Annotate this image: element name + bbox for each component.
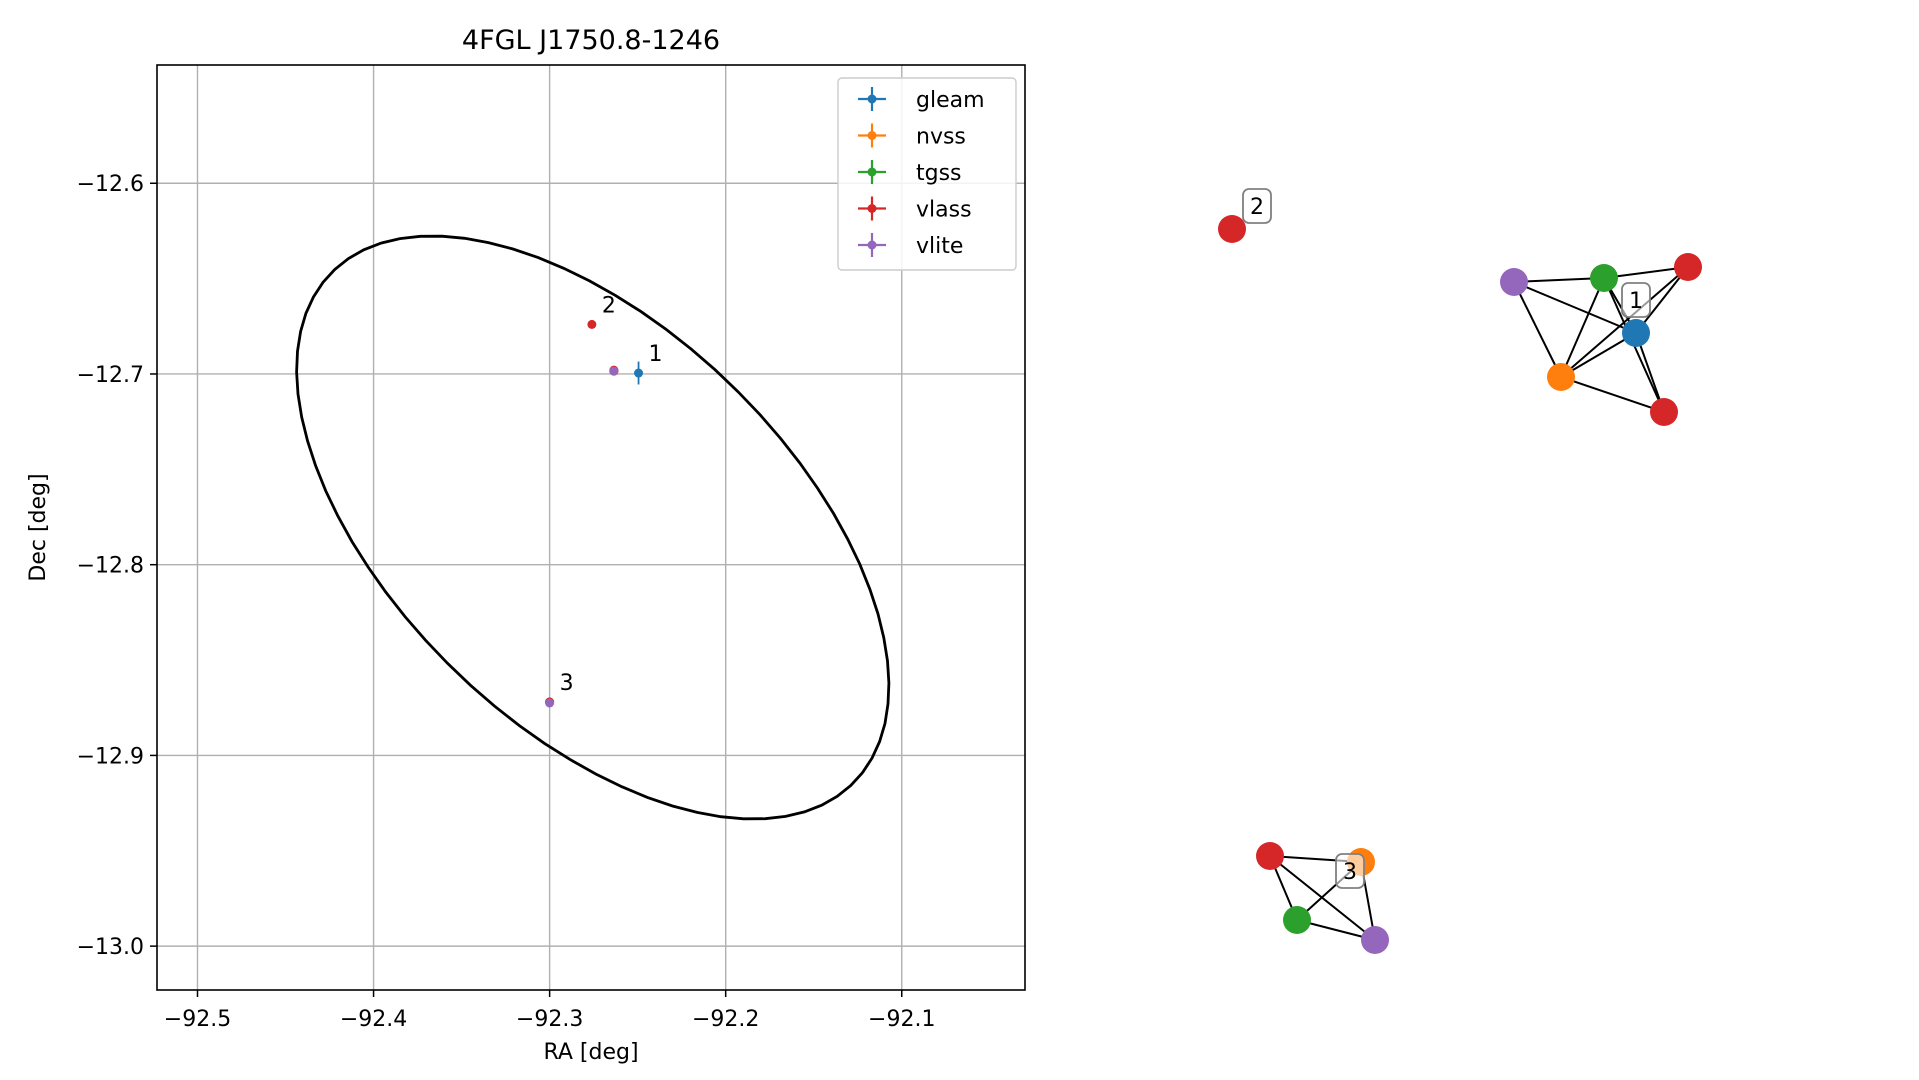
gleam-point	[634, 368, 644, 378]
network-node-vlite	[1361, 926, 1389, 954]
network-node-vlite	[1500, 268, 1528, 296]
network-node-vlass	[1218, 215, 1246, 243]
legend: gleam nvss tgss vlass vlite	[837, 77, 1017, 271]
network-node-tgss	[1590, 264, 1618, 292]
source-labels: 1 2 3	[560, 293, 663, 696]
legend-marker-dot	[867, 167, 877, 177]
group-label-box	[1621, 282, 1651, 318]
y-tick-label: −12.6	[77, 172, 144, 197]
axis-ticks: −92.5 −92.4 −92.3 −92.2 −92.1 −12.6 −12.7 −12.8…	[77, 172, 936, 1032]
x-axis-label: RA [deg]	[543, 1040, 638, 1065]
network-edge	[1560, 376, 1665, 413]
network-node-vlass_b	[1650, 398, 1678, 426]
x-tick-label: −92.2	[692, 1007, 759, 1032]
source-label: 3	[560, 671, 574, 696]
legend-marker-dot	[867, 240, 877, 250]
legend-marker-dot	[867, 204, 877, 213]
legend-marker-dot	[867, 94, 877, 104]
legend-label-tgss: tgss	[916, 161, 962, 186]
network-edge	[1635, 266, 1689, 334]
x-tick-label: −92.4	[340, 1007, 407, 1032]
data-points	[545, 319, 644, 708]
legend-label-vlite: vlite	[916, 234, 963, 259]
legend-marker-dot	[867, 131, 877, 140]
y-tick-label: −12.9	[77, 744, 144, 769]
legend-label-vlass: vlass	[916, 198, 972, 223]
group-label: 2	[1250, 195, 1264, 220]
network-edge	[1513, 281, 1637, 334]
network-edge	[1560, 266, 1689, 378]
x-tick-label: −92.1	[868, 1007, 935, 1032]
group-label: 3	[1343, 860, 1357, 885]
error-ellipse-layer	[295, 234, 891, 821]
group-label-box	[1242, 188, 1272, 224]
legend-box	[837, 77, 1017, 271]
x-tick-label: −92.3	[516, 1007, 583, 1032]
chart-title: 4FGL J1750.8-1246	[462, 25, 720, 56]
network-node-vlass	[1256, 842, 1284, 870]
localization-ellipse	[295, 234, 891, 821]
network-node-vlass_a	[1674, 253, 1702, 281]
network-graph: 1 2 3	[1218, 188, 1702, 954]
group-label: 1	[1629, 289, 1643, 314]
y-tick-label: −12.7	[77, 363, 144, 388]
y-tick-label: −12.8	[77, 554, 144, 579]
vlite-point	[545, 698, 555, 708]
network-edge	[1513, 277, 1605, 283]
legend-label-gleam: gleam	[916, 88, 985, 113]
network-edge	[1560, 277, 1605, 378]
network-edge	[1513, 281, 1562, 378]
source-label: 1	[649, 342, 663, 367]
vlite-point	[609, 366, 619, 376]
group-label-box	[1335, 853, 1365, 889]
y-tick-label: −13.0	[77, 935, 144, 960]
network-node-tgss	[1283, 906, 1311, 934]
network-edge	[1560, 332, 1637, 378]
plot-frame	[156, 64, 1026, 991]
network-node-gleam	[1622, 319, 1650, 347]
vlass-point	[587, 319, 597, 329]
grid	[157, 65, 1025, 990]
y-axis-label: Dec [deg]	[26, 473, 51, 581]
source-label: 2	[602, 293, 616, 318]
legend-label-nvss: nvss	[916, 125, 966, 150]
network-node-nvss	[1547, 363, 1575, 391]
x-tick-label: −92.5	[164, 1007, 231, 1032]
network-edge	[1603, 266, 1689, 279]
